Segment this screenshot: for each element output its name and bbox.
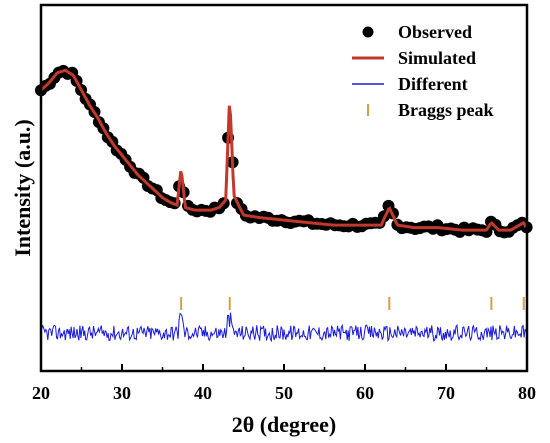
legend-marker-observed (362, 26, 374, 38)
x-tick-label: 60 (356, 383, 374, 403)
x-tick-label: 50 (275, 383, 293, 403)
legend-label: Braggs peak (398, 100, 494, 120)
y-axis-title: Intensity (a.u.) (10, 119, 35, 257)
x-axis-title: 2θ (degree) (232, 412, 337, 437)
x-tick-label: 70 (437, 383, 455, 403)
simulated-line (39, 68, 528, 232)
legend-label: Observed (398, 22, 472, 42)
legend-label: Different (398, 74, 468, 94)
legend: Observed Simulated Different Braggs peak (352, 22, 494, 120)
x-tick-label: 80 (518, 383, 536, 403)
legend-label: Simulated (398, 48, 476, 68)
difference-line (40, 312, 527, 343)
x-tick-label: 40 (194, 383, 212, 403)
plot-area (35, 64, 533, 343)
x-tick-label: 30 (113, 383, 131, 403)
x-tick-label: 20 (32, 383, 50, 403)
x-axis: 20 30 40 50 60 70 80 (32, 364, 536, 403)
